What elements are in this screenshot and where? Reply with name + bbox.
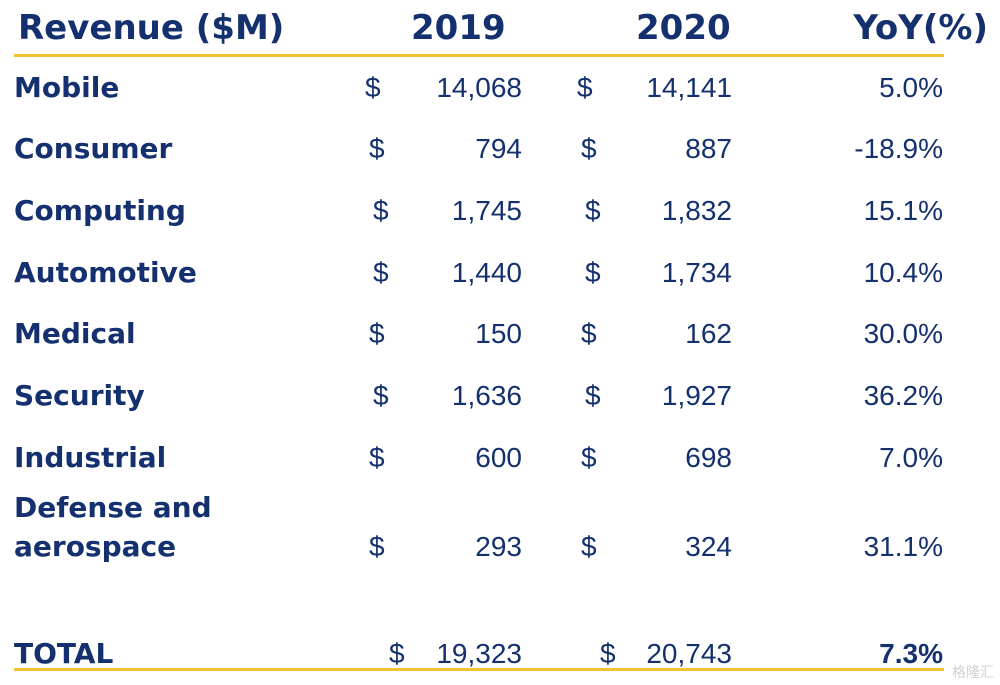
total-value-2020: 20,743 xyxy=(646,638,732,669)
total-dollar-2019: $ xyxy=(389,638,405,669)
value-2019: 600 xyxy=(475,442,522,473)
dollar-sign-2019: $ xyxy=(369,318,385,349)
value-2020: 1,832 xyxy=(661,195,732,226)
dollar-sign-2019: $ xyxy=(369,531,385,562)
total-value-2019: 19,323 xyxy=(436,638,522,669)
value-2020: 324 xyxy=(685,531,732,562)
row-label: Industrial xyxy=(14,441,167,474)
yoy-value: 31.1% xyxy=(863,531,943,562)
dollar-sign-2019: $ xyxy=(373,195,389,226)
row-label: Mobile xyxy=(14,71,120,104)
dollar-sign-2020: $ xyxy=(585,380,601,411)
value-2020: 1,927 xyxy=(661,380,732,411)
yoy-value: 30.0% xyxy=(863,318,943,349)
yoy-value: 5.0% xyxy=(879,72,943,103)
dollar-sign-2019: $ xyxy=(373,380,389,411)
value-2020: 887 xyxy=(685,133,732,164)
column-header-2020: 2020 xyxy=(636,8,731,48)
value-2019: 794 xyxy=(475,133,522,164)
total-yoy: 7.3% xyxy=(879,638,943,669)
yoy-value: -18.9% xyxy=(854,133,943,164)
row-label: Computing xyxy=(14,194,186,227)
column-header-2019: 2019 xyxy=(411,8,506,48)
yoy-value: 15.1% xyxy=(863,195,943,226)
value-2019: 150 xyxy=(475,318,522,349)
dollar-sign-2020: $ xyxy=(585,257,601,288)
dollar-sign-2019: $ xyxy=(369,442,385,473)
row-label: Medical xyxy=(14,317,136,350)
dollar-sign-2019: $ xyxy=(365,72,381,103)
value-2020: 1,734 xyxy=(661,257,732,288)
dollar-sign-2020: $ xyxy=(581,531,597,562)
dollar-sign-2020: $ xyxy=(581,318,597,349)
value-2020: 162 xyxy=(685,318,732,349)
value-2019: 293 xyxy=(475,531,522,562)
row-label: Security xyxy=(14,379,145,412)
header-rule xyxy=(14,54,944,57)
row-label-line2: aerospace xyxy=(14,530,177,563)
total-label: TOTAL xyxy=(14,637,114,670)
dollar-sign-2020: $ xyxy=(585,195,601,226)
yoy-value: 10.4% xyxy=(863,257,943,288)
value-2019: 1,745 xyxy=(451,195,522,226)
value-2019: 1,636 xyxy=(451,380,522,411)
yoy-value: 7.0% xyxy=(879,442,943,473)
dollar-sign-2020: $ xyxy=(581,442,597,473)
table-title: Revenue ($M) xyxy=(18,8,285,48)
value-2019: 1,440 xyxy=(451,257,522,288)
dollar-sign-2019: $ xyxy=(369,133,385,164)
watermark: 格隆汇 xyxy=(952,665,994,681)
column-header-yoy: YoY(%) xyxy=(853,8,988,48)
value-2020: 698 xyxy=(685,442,732,473)
dollar-sign-2020: $ xyxy=(581,133,597,164)
dollar-sign-2020: $ xyxy=(577,72,593,103)
total-dollar-2020: $ xyxy=(600,638,616,669)
row-label: Automotive xyxy=(14,256,197,289)
row-label: Defense and xyxy=(14,491,212,524)
value-2020: 14,141 xyxy=(646,72,732,103)
dollar-sign-2019: $ xyxy=(373,257,389,288)
yoy-value: 36.2% xyxy=(863,380,943,411)
total-rule xyxy=(14,668,944,671)
row-label: Consumer xyxy=(14,132,173,165)
value-2019: 14,068 xyxy=(436,72,522,103)
